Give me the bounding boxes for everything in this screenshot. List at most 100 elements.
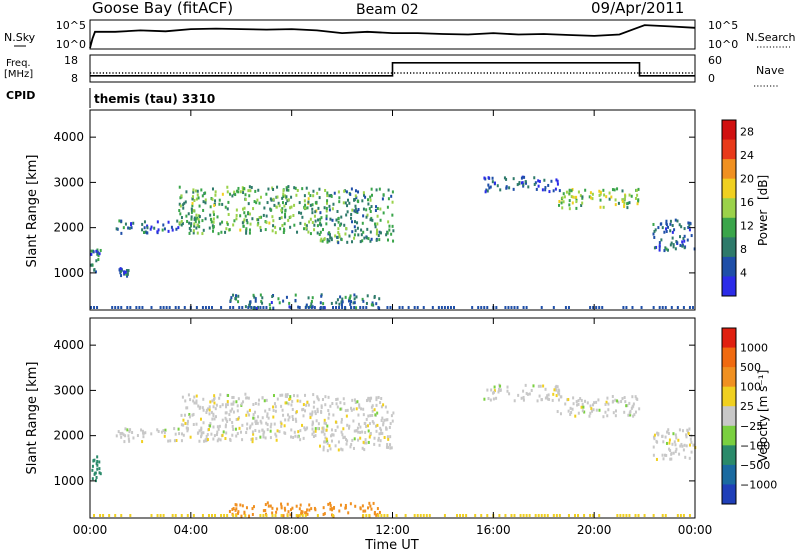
- data-cell: [635, 188, 638, 192]
- data-cell: [374, 209, 377, 213]
- data-cell: [574, 414, 577, 418]
- data-cell: [226, 514, 229, 517]
- data-cell: [348, 201, 351, 205]
- data-cell: [314, 210, 317, 214]
- data-cell: [235, 294, 238, 298]
- data-cell: [556, 385, 559, 389]
- data-cell: [221, 220, 224, 224]
- data-cell: [540, 514, 543, 517]
- data-cell: [560, 201, 563, 205]
- data-cell: [287, 402, 290, 406]
- data-cell: [371, 218, 374, 222]
- beam-label: Beam 02: [356, 2, 419, 18]
- data-cell: [556, 179, 559, 183]
- data-cell: [283, 506, 286, 510]
- data-cell: [370, 187, 373, 191]
- data-cell: [196, 189, 199, 193]
- data-cell: [589, 514, 592, 517]
- data-cell: [177, 226, 180, 230]
- data-cell: [314, 508, 317, 512]
- data-cell: [183, 413, 186, 417]
- freq-tick-low: 8: [71, 72, 78, 85]
- data-cell: [273, 203, 276, 207]
- data-cell: [98, 252, 101, 256]
- data-cell: [611, 188, 614, 192]
- data-cell: [231, 407, 234, 411]
- data-cell: [274, 409, 277, 413]
- data-cell: [592, 408, 595, 412]
- data-cell: [340, 215, 343, 219]
- data-cell: [378, 187, 381, 191]
- data-cell: [231, 424, 234, 428]
- data-cell: [590, 407, 593, 411]
- data-cell: [218, 202, 221, 206]
- data-cell: [532, 384, 535, 388]
- data-cell: [299, 503, 302, 507]
- data-cell: [320, 404, 323, 408]
- data-cell: [504, 514, 507, 517]
- data-cell: [310, 302, 313, 306]
- data-cell: [295, 419, 298, 423]
- data-cell: [311, 427, 314, 431]
- data-cell: [119, 267, 122, 271]
- data-cell: [584, 399, 587, 403]
- data-cell: [192, 514, 195, 517]
- data-cell: [191, 201, 194, 205]
- colorbar-swatch: [722, 256, 736, 277]
- data-cell: [229, 192, 232, 196]
- data-cell: [187, 212, 190, 216]
- data-cell: [338, 196, 341, 200]
- data-cell: [186, 427, 189, 431]
- data-cell: [278, 204, 281, 208]
- data-cell: [353, 236, 356, 240]
- data-cell: [366, 294, 369, 298]
- data-cell: [294, 298, 297, 302]
- data-cell: [276, 397, 279, 401]
- data-cell: [632, 404, 635, 408]
- data-cell: [621, 397, 624, 401]
- data-cell: [243, 510, 246, 514]
- data-cell: [293, 394, 296, 398]
- data-cell: [355, 295, 358, 299]
- data-cell: [591, 197, 594, 201]
- data-cell: [196, 231, 199, 235]
- data-cell: [289, 225, 292, 229]
- data-cell: [689, 437, 692, 441]
- data-cell: [390, 232, 393, 236]
- data-cell: [398, 306, 401, 309]
- data-cell: [670, 306, 673, 309]
- data-cell: [341, 448, 344, 452]
- data-cell: [275, 205, 278, 209]
- data-cell: [658, 306, 661, 309]
- data-cell: [401, 306, 404, 309]
- data-cell: [462, 514, 465, 517]
- data-cell: [218, 198, 221, 202]
- data-cell: [259, 435, 262, 439]
- data-cell: [598, 189, 601, 193]
- data-cell: [258, 201, 261, 205]
- data-cell: [330, 507, 333, 511]
- data-cell: [328, 412, 331, 416]
- data-cell: [272, 306, 275, 310]
- data-cell: [361, 446, 364, 450]
- data-cell: [577, 399, 580, 403]
- data-cell: [308, 220, 311, 224]
- data-cell: [252, 505, 255, 509]
- data-cell: [221, 433, 224, 437]
- data-cell: [149, 227, 152, 231]
- data-cell: [320, 294, 323, 298]
- data-cell: [379, 218, 382, 222]
- data-cell: [369, 414, 372, 418]
- data-cell: [247, 306, 250, 309]
- data-cell: [220, 230, 223, 234]
- data-cell: [291, 414, 294, 418]
- data-cell: [120, 514, 123, 517]
- data-cell: [519, 514, 522, 517]
- data-cell: [522, 306, 525, 309]
- data-cell: [141, 222, 144, 226]
- data-cell: [161, 228, 164, 232]
- data-cell: [274, 231, 277, 235]
- data-cell: [295, 514, 298, 517]
- data-cell: [359, 436, 362, 440]
- data-cell: [389, 446, 392, 450]
